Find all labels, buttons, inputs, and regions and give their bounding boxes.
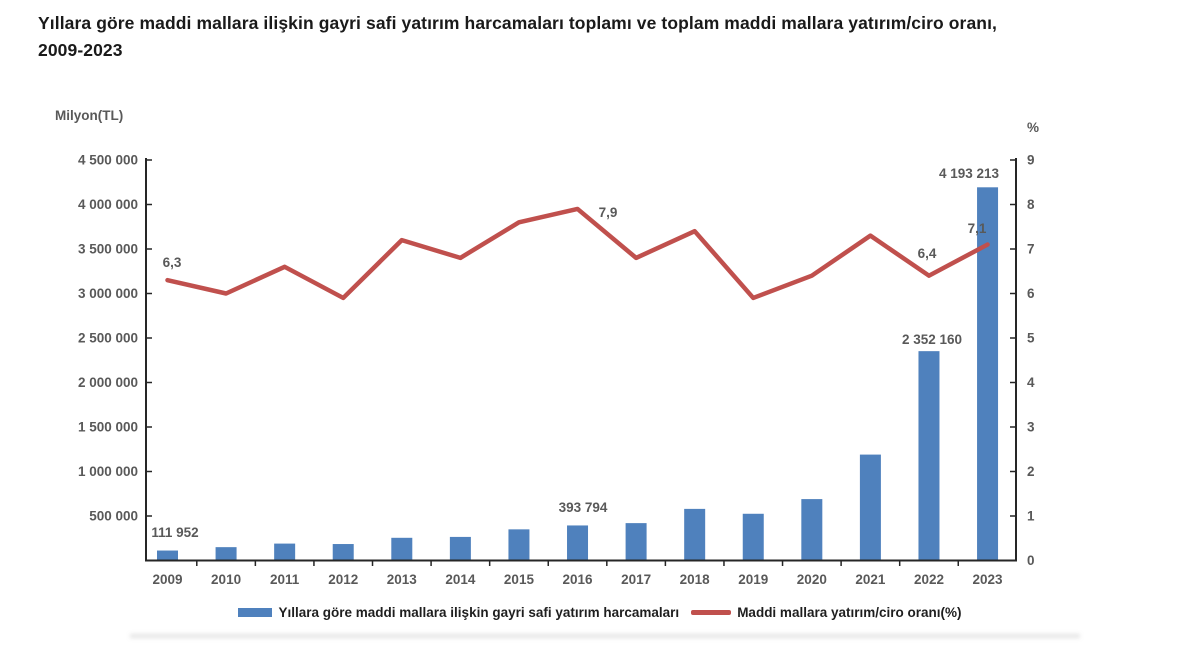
line-series-swatch xyxy=(691,610,732,615)
y-right-tick-label: 5 xyxy=(1027,331,1035,346)
x-tick-label-2013: 2013 xyxy=(387,572,418,587)
right-axis-title: % xyxy=(1027,120,1040,135)
bar-value-label-2009: 111 952 xyxy=(151,525,198,540)
x-tick-label-2022: 2022 xyxy=(914,572,944,587)
y-left-tick-label: 3 000 000 xyxy=(78,286,138,301)
x-tick-label-2021: 2021 xyxy=(855,572,886,587)
y-left-tick-label: 4 000 000 xyxy=(78,197,138,212)
y-right-tick-label: 3 xyxy=(1027,420,1035,435)
chart-title: Yıllara göre maddi mallara ilişkin gayri… xyxy=(38,10,1178,64)
bar-2009 xyxy=(157,550,178,561)
y-right-tick-label: 6 xyxy=(1027,286,1035,301)
x-tick-label-2019: 2019 xyxy=(738,572,768,587)
x-tick-label-2015: 2015 xyxy=(504,572,535,587)
bar-2016 xyxy=(567,525,589,561)
bar-series-swatch xyxy=(238,608,273,617)
axes-frame xyxy=(145,158,1017,566)
x-tick-label-2010: 2010 xyxy=(211,572,241,587)
chart-title-line1: Yıllara göre maddi mallara ilişkin gayri… xyxy=(38,13,998,33)
bar-2011 xyxy=(274,543,296,561)
bar-value-label-2022: 2 352 160 xyxy=(902,332,962,347)
x-tick-label-2016: 2016 xyxy=(563,572,594,587)
bar-value-label-2023: 4 193 213 xyxy=(939,166,1000,181)
bar-2010 xyxy=(215,547,237,561)
x-tick-label-2023: 2023 xyxy=(973,572,1004,587)
bar-2012 xyxy=(332,544,354,561)
legend-label-line: Maddi mallara yatırım/ciro oranı(%) xyxy=(737,605,962,620)
y-right-tick-label: 1 xyxy=(1027,509,1035,524)
bar-2015 xyxy=(508,529,530,561)
left-axis-title: Milyon(TL) xyxy=(55,108,124,123)
x-tick-label-2018: 2018 xyxy=(680,572,711,587)
bar-2014 xyxy=(449,536,471,561)
y-left-tick-label: 3 500 000 xyxy=(78,242,138,257)
bar-2022 xyxy=(918,351,940,561)
y-left-tick-label: 1 000 000 xyxy=(78,464,138,479)
bar-value-label-2016: 393 794 xyxy=(559,500,608,515)
y-left-tick-label: 1 500 000 xyxy=(78,420,138,435)
bar-2013 xyxy=(391,537,413,561)
legend-shadow-decoration xyxy=(130,634,1080,638)
chart-legend: Yıllara göre maddi mallara ilişkin gayri… xyxy=(0,605,1200,620)
y-right-tick-label: 0 xyxy=(1027,553,1035,568)
chart-title-line2: 2009-2023 xyxy=(38,40,123,60)
x-tick-label-2012: 2012 xyxy=(328,572,358,587)
bar-2021 xyxy=(859,454,881,561)
x-tick-label-2011: 2011 xyxy=(270,572,300,587)
legend-item-line: Maddi mallara yatırım/ciro oranı(%) xyxy=(691,605,962,620)
y-right-tick-label: 9 xyxy=(1027,153,1035,168)
bar-2017 xyxy=(625,523,647,561)
y-right-tick-label: 2 xyxy=(1027,464,1035,479)
y-right-tick-label: 8 xyxy=(1027,197,1035,212)
y-left-tick-label: 2 500 000 xyxy=(78,331,138,346)
line-value-label-2023: 7,1 xyxy=(968,221,987,236)
bar-2023 xyxy=(977,187,999,561)
y-left-tick-label: 2 000 000 xyxy=(78,375,138,390)
legend-item-bars: Yıllara göre maddi mallara ilişkin gayri… xyxy=(238,605,679,620)
line-value-label-2022: 6,4 xyxy=(918,246,937,261)
y-left-tick-label: 500 000 xyxy=(89,509,138,524)
y-left-tick-label: 4 500 000 xyxy=(78,153,138,168)
line-value-label-2009: 6,3 xyxy=(163,255,182,270)
x-tick-label-2009: 2009 xyxy=(152,572,182,587)
bar-2019 xyxy=(742,513,764,561)
bar-series xyxy=(157,187,999,561)
bar-2020 xyxy=(801,499,823,561)
y-right-tick-label: 4 xyxy=(1027,375,1035,390)
line-series xyxy=(165,206,990,301)
legend-label-bars: Yıllara göre maddi mallara ilişkin gayri… xyxy=(278,605,680,620)
x-tick-label-2017: 2017 xyxy=(621,572,651,587)
x-tick-label-2020: 2020 xyxy=(797,572,827,587)
y-right-tick-label: 7 xyxy=(1027,242,1035,257)
line-value-label-2016: 7,9 xyxy=(599,205,618,220)
bar-2018 xyxy=(684,508,706,561)
x-tick-label-2014: 2014 xyxy=(445,572,476,587)
